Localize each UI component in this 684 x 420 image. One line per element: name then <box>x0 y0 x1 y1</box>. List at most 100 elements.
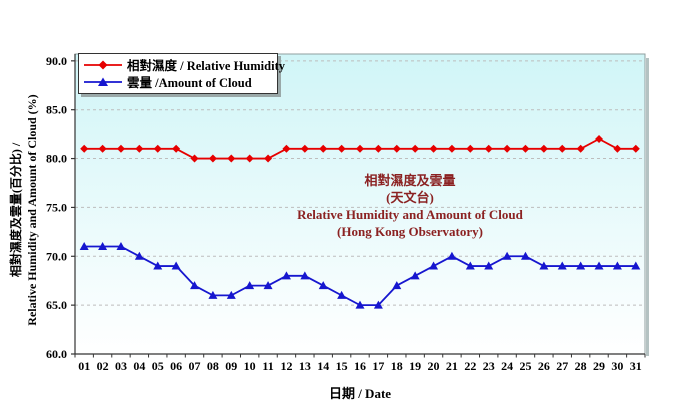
x-tick-label: 31 <box>630 359 642 373</box>
x-tick-label: 19 <box>409 359 421 373</box>
x-axis-title: 日期 / Date <box>328 386 392 401</box>
x-tick-label: 21 <box>446 359 458 373</box>
data-point-series-0-day-05 <box>153 144 162 153</box>
data-point-series-0-day-07 <box>190 154 199 163</box>
data-point-series-0-day-29 <box>595 135 604 144</box>
y-tick-label: 85.0 <box>46 103 67 117</box>
annotation-line-4: (Hong Kong Observatory) <box>337 224 483 239</box>
data-point-series-1-day-30 <box>612 261 622 270</box>
data-point-series-0-day-06 <box>172 144 181 153</box>
data-point-series-1-day-12 <box>281 271 291 280</box>
data-point-series-0-day-30 <box>613 144 622 153</box>
data-point-series-0-day-28 <box>576 144 585 153</box>
data-point-series-0-day-14 <box>319 144 328 153</box>
x-tick-label: 11 <box>262 359 273 373</box>
data-point-series-0-day-11 <box>264 154 273 163</box>
data-point-series-0-day-26 <box>539 144 548 153</box>
y-axis-title-line-2: Relative Humidity and Amount of Cloud (%… <box>25 94 39 326</box>
x-tick-label: 20 <box>428 359 440 373</box>
x-tick-label: 18 <box>391 359 403 373</box>
x-tick-label: 14 <box>317 359 329 373</box>
x-tick-label: 16 <box>354 359 366 373</box>
y-axis-title-line-1: 相對濕度及雲量(百分比) / <box>9 142 23 278</box>
legend-label-amount-of-cloud: 雲量 /Amount of Cloud <box>127 76 252 90</box>
data-point-series-1-day-03 <box>116 242 126 251</box>
x-tick-label: 09 <box>225 359 237 373</box>
data-point-series-0-day-23 <box>484 144 493 153</box>
data-point-series-1-day-18 <box>392 281 402 290</box>
x-tick-label: 22 <box>464 359 476 373</box>
data-point-series-0-day-15 <box>337 144 346 153</box>
data-point-series-1-day-27 <box>557 261 567 270</box>
data-point-series-1-day-15 <box>337 290 347 299</box>
x-tick-label: 27 <box>556 359 568 373</box>
data-point-series-1-day-24 <box>502 251 512 260</box>
data-point-series-1-day-10 <box>245 281 255 290</box>
data-point-series-1-day-29 <box>594 261 604 270</box>
data-point-series-1-day-22 <box>465 261 475 270</box>
data-point-series-1-day-14 <box>318 281 328 290</box>
y-tick-label: 65.0 <box>46 298 67 312</box>
legend-item-relative-humidity: 相對濕度 / Relative Humidity <box>83 56 285 73</box>
x-tick-label: 25 <box>519 359 531 373</box>
data-point-series-1-day-20 <box>429 261 439 270</box>
data-point-series-0-day-20 <box>429 144 438 153</box>
data-point-series-1-day-04 <box>134 251 144 260</box>
data-point-series-1-day-08 <box>208 290 218 299</box>
data-point-series-1-day-07 <box>190 281 200 290</box>
data-point-series-0-day-08 <box>208 154 217 163</box>
x-tick-label: 24 <box>501 359 513 373</box>
legend-item-amount-of-cloud: 雲量 /Amount of Cloud <box>83 73 273 90</box>
data-point-series-0-day-19 <box>411 144 420 153</box>
data-point-series-1-day-28 <box>576 261 586 270</box>
y-tick-label: 90.0 <box>46 54 67 68</box>
data-point-series-0-day-02 <box>98 144 107 153</box>
data-point-series-0-day-27 <box>558 144 567 153</box>
data-point-series-0-day-16 <box>356 144 364 153</box>
data-point-series-1-day-17 <box>373 300 383 309</box>
data-point-series-1-day-05 <box>153 261 163 270</box>
data-point-series-1-day-09 <box>226 290 236 299</box>
y-tick-label: 80.0 <box>46 152 67 166</box>
x-tick-label: 01 <box>78 359 90 373</box>
data-point-series-1-day-21 <box>447 251 457 260</box>
data-point-series-1-day-01 <box>79 242 89 251</box>
annotation-line-2: (天文台) <box>386 190 434 205</box>
data-point-series-1-day-16 <box>355 300 365 309</box>
data-point-series-0-day-10 <box>245 154 254 163</box>
y-tick-label: 70.0 <box>46 249 67 263</box>
chart-annotation: 相對濕度及雲量 (天文台) Relative Humidity and Amou… <box>250 172 570 240</box>
data-point-series-1-day-11 <box>263 281 273 290</box>
x-tick-label: 23 <box>483 359 495 373</box>
x-tick-label: 04 <box>133 359 145 373</box>
x-tick-label: 10 <box>244 359 256 373</box>
x-tick-label: 26 <box>538 359 550 373</box>
data-point-series-0-day-17 <box>374 144 383 153</box>
y-axis-title: 相對濕度及雲量(百分比) / Relative Humidity and Amo… <box>8 45 40 375</box>
x-tick-label: 06 <box>170 359 182 373</box>
y-tick-label: 75.0 <box>46 200 67 214</box>
x-tick-label: 17 <box>372 359 384 373</box>
data-point-series-0-day-18 <box>392 144 401 153</box>
data-point-series-1-day-26 <box>539 261 549 270</box>
data-point-series-0-day-12 <box>282 144 291 153</box>
data-point-series-1-day-19 <box>410 271 420 280</box>
data-point-series-0-day-01 <box>80 144 89 153</box>
data-point-series-0-day-21 <box>447 144 456 153</box>
data-point-series-1-day-31 <box>631 261 641 270</box>
annotation-line-1: 相對濕度及雲量 <box>364 173 456 188</box>
data-point-series-0-day-31 <box>631 144 640 153</box>
data-point-series-0-day-22 <box>466 144 475 153</box>
legend-cloud-marker-icon <box>84 77 122 86</box>
x-tick-label: 02 <box>97 359 109 373</box>
x-tick-label: 08 <box>207 359 219 373</box>
x-tick-label: 28 <box>575 359 587 373</box>
legend-label-relative-humidity: 相對濕度 / Relative Humidity <box>127 59 285 73</box>
x-tick-label: 30 <box>611 359 623 373</box>
data-point-series-0-day-03 <box>116 144 125 153</box>
legend: 相對濕度 / Relative Humidity 雲量 /Amount of C… <box>78 53 285 94</box>
y-tick-label: 60.0 <box>46 347 67 361</box>
data-point-series-0-day-24 <box>503 144 512 153</box>
x-tick-label: 05 <box>152 359 164 373</box>
